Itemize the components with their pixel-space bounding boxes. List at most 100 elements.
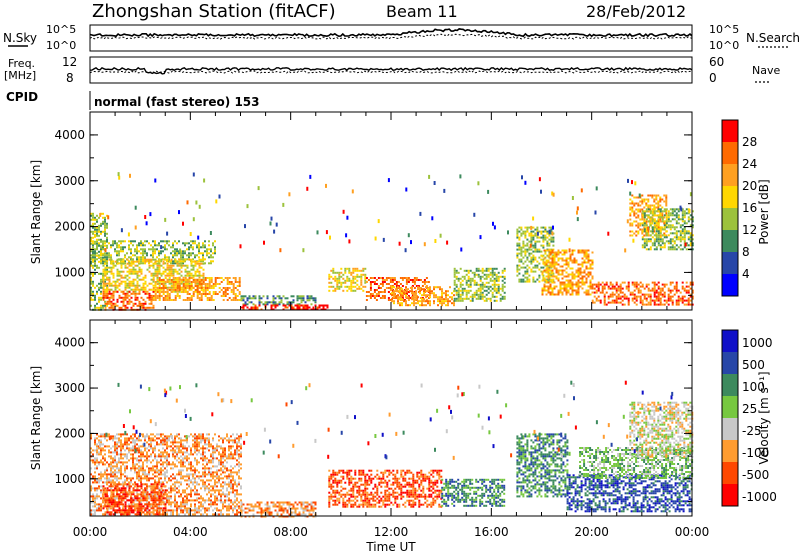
echo-cell: [176, 283, 179, 285]
echo-cell: [96, 238, 98, 241]
echo-cell: [172, 256, 174, 259]
echo-cell: [397, 290, 399, 293]
echo-cell: [526, 250, 529, 253]
echo-cell: [659, 246, 662, 249]
colorbar-swatch: [722, 120, 738, 142]
echo-cell: [567, 265, 570, 268]
echo-cell: [136, 282, 139, 285]
echo-cell: [94, 475, 96, 478]
echo-cell: [292, 295, 295, 298]
echo-cell: [164, 240, 166, 243]
echo-cell: [445, 304, 447, 307]
echo-cell: [669, 212, 672, 215]
echo-cell: [437, 286, 439, 289]
echo-cell: [518, 278, 521, 281]
echo-cell: [128, 451, 130, 454]
echo-cell: [200, 285, 203, 287]
echo-cell: [583, 281, 586, 284]
echo-cell: [180, 282, 183, 285]
echo-cell: [571, 261, 574, 264]
echo-cell: [413, 283, 416, 285]
echo-cell: [373, 289, 376, 291]
echo-cell: [128, 256, 130, 259]
echo-cell: [385, 277, 388, 279]
echo-cell: [542, 234, 545, 237]
echo-cell: [627, 301, 630, 304]
echo-cell: [162, 463, 164, 466]
echo-cell: [637, 291, 640, 294]
echo-cell: [218, 277, 221, 279]
echo-cell: [122, 461, 124, 464]
echo-cell: [659, 240, 662, 243]
echo-cell: [481, 281, 484, 284]
echo-cell: [599, 291, 602, 294]
echo-cell: [550, 272, 553, 275]
echo-cell: [110, 292, 113, 295]
echo-cell: [108, 296, 111, 299]
echo-cell: [186, 266, 189, 269]
echo-cell: [124, 298, 127, 301]
echo-cell: [551, 279, 554, 282]
echo-cell: [296, 304, 299, 307]
echo-cell: [126, 252, 128, 255]
echo-cell: [526, 244, 529, 247]
echo-cell: [389, 277, 392, 279]
echo-cell: [348, 287, 351, 290]
echo-cell: [92, 250, 94, 253]
echo-cell: [104, 463, 106, 466]
echo-cell: [136, 451, 138, 454]
echo-cell: [647, 248, 650, 251]
echo-cell: [536, 260, 539, 263]
echo-cell: [455, 297, 458, 300]
echo-cell: [547, 271, 550, 274]
echo-cell: [673, 210, 676, 213]
echo-cell: [262, 303, 265, 306]
echo-cell: [405, 302, 407, 305]
echo-cell: [479, 277, 482, 280]
echo-cell: [104, 469, 106, 472]
echo-cell: [130, 479, 132, 482]
echo-cell: [164, 268, 167, 271]
echo-cell: [401, 297, 404, 299]
echo-cell: [615, 289, 618, 292]
echo-cell: [120, 306, 123, 309]
echo-cell: [114, 284, 117, 287]
echo-cell: [108, 276, 111, 279]
echo-cell: [643, 200, 646, 203]
echo-cell: [92, 226, 94, 229]
echo-cell: [158, 487, 160, 490]
echo-cell: [577, 283, 580, 286]
echo-cell: [565, 293, 568, 296]
echo-cell: [683, 232, 686, 235]
echo-cell: [534, 258, 537, 261]
echo-cell: [298, 295, 301, 298]
echo-cell: [501, 269, 504, 272]
echo-cell: [681, 236, 684, 239]
echo-cell: [198, 274, 201, 277]
echo-cell: [545, 269, 548, 272]
echo-cell: [661, 228, 664, 231]
echo-cell: [168, 297, 171, 299]
echo-cell: [389, 287, 392, 289]
echo-cell: [96, 290, 98, 293]
echo-cell: [465, 297, 468, 300]
echo-cell: [518, 252, 521, 255]
echo-cell: [467, 285, 470, 288]
echo-cell: [140, 481, 142, 484]
echo-cell: [350, 285, 353, 288]
echo-cell: [104, 302, 107, 305]
echo-cell: [130, 262, 133, 265]
echo-cell: [106, 286, 109, 289]
echo-cell: [567, 291, 570, 294]
echo-cell: [611, 291, 614, 294]
echo-cell: [92, 298, 94, 301]
echo-cell: [166, 272, 169, 275]
echo-cell: [663, 216, 666, 219]
echo-cell: [552, 240, 555, 243]
echo-cell: [332, 269, 335, 272]
echo-cell: [455, 271, 458, 274]
echo-cell: [489, 273, 492, 276]
echo-cell: [605, 303, 608, 306]
echo-cell: [114, 250, 116, 253]
echo-cell: [659, 210, 662, 213]
